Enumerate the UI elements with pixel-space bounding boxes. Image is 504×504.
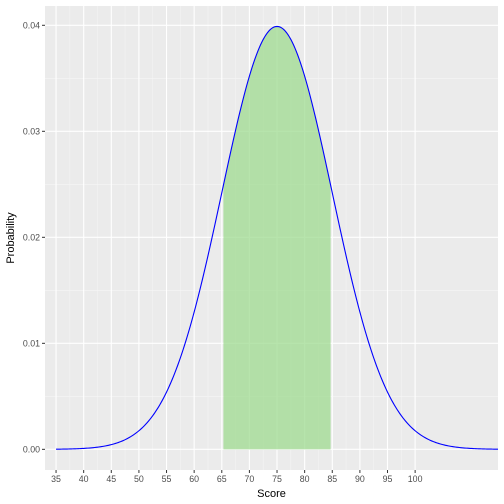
x-tick-label: 80 — [300, 474, 310, 484]
y-axis-ticks: 0.00 0.01 0.02 0.03 0.04 — [23, 20, 45, 454]
x-tick-label: 85 — [327, 474, 337, 484]
x-tick-label: 40 — [79, 474, 89, 484]
x-tick-label: 70 — [245, 474, 255, 484]
x-tick-label: 60 — [189, 474, 199, 484]
x-axis-ticks: 35 40 45 50 55 60 65 70 75 80 85 90 95 100 — [51, 470, 423, 484]
x-tick-label: 100 — [408, 474, 423, 484]
y-tick-label: 0.02 — [23, 232, 40, 242]
y-tick-label: 0.01 — [23, 338, 40, 348]
y-axis-title: Probability — [5, 212, 17, 264]
y-tick-label: 0.03 — [23, 126, 40, 136]
x-tick-label: 35 — [51, 474, 61, 484]
x-tick-label: 55 — [162, 474, 172, 484]
x-tick-label: 45 — [106, 474, 116, 484]
y-tick-label: 0.04 — [23, 20, 40, 30]
shaded-area — [223, 26, 331, 450]
y-tick-label: 0.00 — [23, 444, 40, 454]
x-tick-label: 90 — [355, 474, 365, 484]
x-tick-label: 75 — [272, 474, 282, 484]
x-tick-label: 95 — [383, 474, 393, 484]
x-axis-title: Score — [257, 488, 286, 500]
x-tick-label: 50 — [134, 474, 144, 484]
x-tick-label: 65 — [217, 474, 227, 484]
density-curve — [56, 25, 499, 450]
